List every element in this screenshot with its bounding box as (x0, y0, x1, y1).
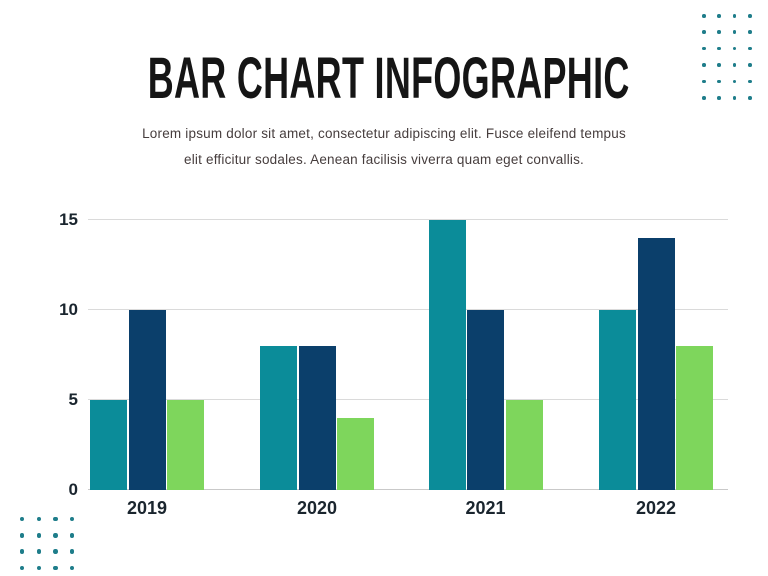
x-axis-label-2021: 2021 (465, 498, 506, 518)
subtitle: Lorem ipsum dolor sit amet, consectetur … (84, 121, 684, 173)
bar-2021-series-2 (467, 310, 504, 490)
decor-dot (20, 517, 25, 522)
x-axis-label-2019: 2019 (126, 498, 168, 518)
decor-dot (20, 549, 25, 554)
page-title-text: BAR CHART INFOGRAPHIC (147, 46, 630, 111)
subtitle-line-1: Lorem ipsum dolor sit amet, consectetur … (142, 126, 626, 141)
bar-2019-series-2 (128, 310, 166, 490)
decor-dot (53, 549, 58, 554)
bar-2020-series-1 (260, 346, 297, 490)
decor-dot (53, 565, 58, 570)
decor-dot (717, 79, 721, 84)
x-axis: 2019 2020 2021 2022 (88, 496, 728, 522)
bar-2021-series-1 (428, 220, 466, 490)
decor-dot (69, 549, 75, 554)
decor-dot (36, 533, 41, 538)
decor-dot (717, 46, 721, 51)
decor-dot (702, 14, 706, 18)
subtitle-line-2: elit efficitur sodales. Aenean facilisis… (184, 152, 584, 167)
decor-dot (732, 30, 737, 34)
y-tick-label-0: 0 (68, 480, 78, 499)
decor-dot (748, 14, 752, 18)
decor-dot (702, 79, 706, 84)
bar-chart-plot-area (88, 219, 728, 490)
decor-dot (702, 96, 706, 100)
page-title: BAR CHART INFOGRAPHIC (0, 50, 768, 108)
decor-dot (748, 30, 752, 34)
decor-dot (36, 565, 41, 570)
gridline-0 (88, 489, 728, 490)
decor-dot (69, 517, 75, 522)
decor-dot (36, 517, 41, 522)
y-tick-label-15: 15 (59, 210, 78, 229)
decor-dot (748, 46, 752, 51)
decor-dot (717, 63, 721, 67)
decor-dot (69, 533, 75, 538)
decor-dot (732, 46, 737, 51)
decor-dot (702, 30, 706, 34)
decor-dot (717, 30, 721, 34)
bar-2019-series-3 (167, 400, 204, 490)
decor-dot (732, 96, 737, 100)
decor-dot (748, 63, 752, 67)
bar-2021-series-3 (505, 400, 543, 490)
bar-2022-series-2 (637, 238, 675, 490)
gridline-15 (88, 219, 728, 220)
bar-2022-series-1 (599, 310, 636, 490)
x-axis-label-2022: 2022 (635, 498, 677, 518)
decor-dot (36, 549, 41, 554)
gridline-5 (88, 399, 728, 400)
bar-2019-series-1 (90, 400, 127, 490)
y-tick-label-10: 10 (59, 300, 78, 319)
decor-dot (53, 533, 58, 538)
decor-dot (748, 96, 752, 100)
decor-dot (702, 63, 706, 67)
decor-dot (702, 46, 706, 51)
gridline-10 (88, 309, 728, 310)
decor-dot (732, 79, 737, 84)
decor-dot (748, 79, 752, 84)
bar-2020-series-3 (337, 418, 374, 490)
decor-dot (20, 533, 25, 538)
y-tick-label-5: 5 (68, 390, 78, 409)
decor-dot (732, 14, 737, 18)
decor-dot (53, 517, 58, 522)
bar-2022-series-3 (676, 346, 713, 490)
decor-dot (20, 565, 25, 570)
decor-dot (717, 96, 721, 100)
decor-dot (69, 565, 75, 570)
decor-dot (732, 63, 737, 67)
x-axis-label-2020: 2020 (296, 498, 338, 518)
decor-dot (717, 14, 721, 18)
bar-2020-series-2 (298, 346, 336, 490)
y-axis: 0 5 10 15 (34, 210, 78, 499)
